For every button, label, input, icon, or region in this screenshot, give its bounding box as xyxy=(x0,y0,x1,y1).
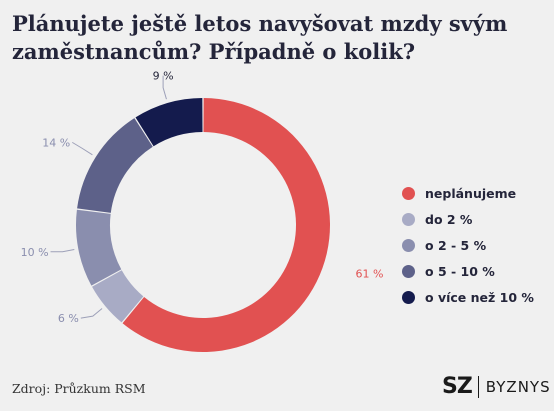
slice-label-neplanujeme: 61 % xyxy=(356,267,384,280)
brand-divider xyxy=(477,375,479,398)
brand-logo-byznys: BYZNYS xyxy=(485,377,551,396)
slice-label-o-5-10: 14 % xyxy=(42,136,70,149)
legend-label: neplánujeme xyxy=(425,185,517,201)
legend-label: o více než 10 % xyxy=(425,289,534,305)
donut-slice-o-2-5 xyxy=(76,209,122,286)
chart-title: Plánujete ještě letos navyšovat mzdy svý… xyxy=(12,11,508,64)
chart-legend: neplánujeme do 2 % o 2 - 5 % o 5 - 10 % o ví… xyxy=(402,180,534,310)
legend-label: do 2 % xyxy=(425,211,473,227)
legend-swatch xyxy=(402,238,415,252)
slice-label-o-2-5: 10 % xyxy=(21,246,49,259)
legend-swatch xyxy=(402,264,415,278)
legend-item-o-5-10: o 5 - 10 % xyxy=(402,258,534,284)
brand-logo-sz: SZ xyxy=(442,374,473,399)
legend-swatch xyxy=(402,212,415,226)
donut-slice-neplanujeme xyxy=(122,98,330,352)
label-leader-line xyxy=(72,141,93,156)
legend-swatch xyxy=(402,290,415,304)
brand-logo: SZ BYZNYS xyxy=(442,374,551,399)
donut-slice-o-5-10 xyxy=(77,118,153,213)
legend-swatch xyxy=(402,186,415,200)
label-leader-line xyxy=(162,75,167,100)
donut-slice-o-vice-nez-10 xyxy=(135,98,203,147)
label-leader-line xyxy=(80,308,103,319)
legend-item-neplanujeme: neplánujeme xyxy=(402,180,534,206)
slice-label-o-vice-nez-10: 9 % xyxy=(153,70,174,83)
label-leader-line xyxy=(50,249,75,253)
slice-label-do-2: 6 % xyxy=(58,312,79,325)
legend-label: o 5 - 10 % xyxy=(425,263,495,279)
legend-item-o-vice-nez-10: o více než 10 % xyxy=(402,284,534,310)
legend-item-o-2-5: o 2 - 5 % xyxy=(402,232,534,258)
legend-label: o 2 - 5 % xyxy=(425,237,487,253)
legend-item-do-2: do 2 % xyxy=(402,206,534,232)
donut-slice-do-2 xyxy=(92,270,144,323)
source-note: Zdroj: Průzkum RSM xyxy=(12,381,146,396)
